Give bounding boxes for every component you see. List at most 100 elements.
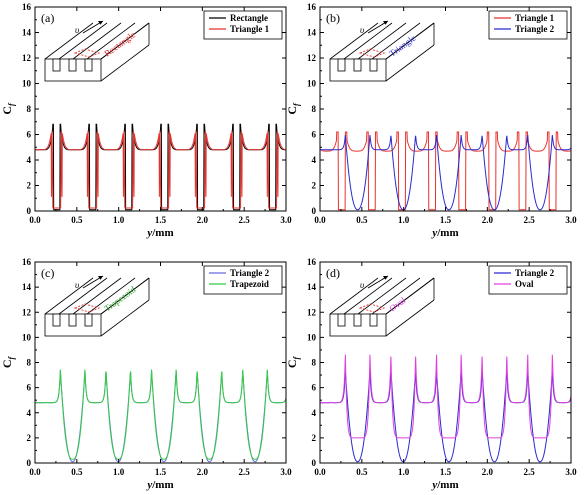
y-tick-label: 4 xyxy=(27,408,32,418)
x-tick-label: 3.0 xyxy=(280,215,292,225)
y-tick-label: 2 xyxy=(27,433,32,443)
flow-arrow-label: υ xyxy=(360,25,364,35)
plate-edge-line xyxy=(343,22,393,60)
legend-entry-label: Triangle 2 xyxy=(515,24,555,34)
panel-label: (a) xyxy=(41,11,54,25)
plate-edge-line xyxy=(58,22,108,60)
x-tick-label: 1.5 xyxy=(440,215,452,225)
x-axis-label: y/mm xyxy=(145,227,173,239)
y-tick-label: 8 xyxy=(312,104,317,114)
x-tick-label: 3.0 xyxy=(565,215,577,225)
chart-panel: 0.0 0.5 1.0 1.5 2.0 2.5 3.0 0 2 4 6 8 10 12 14 16 y/mm Cf… xyxy=(285,257,577,491)
panels-group: 0.0 0.5 1.0 1.5 2.0 2.5 3.0 0 2 4 6 8 10 12 14 16 y/mm Cf… xyxy=(0,2,577,491)
legend-entry-label: Oval xyxy=(515,279,534,289)
x-axis-label: y/mm xyxy=(145,479,173,491)
inset-shape-label: Oval xyxy=(387,295,407,314)
plate-edge-line xyxy=(385,299,435,337)
y-axis-label: Cf xyxy=(0,356,16,369)
groove-profile xyxy=(52,313,61,327)
y-axis-label: Cf xyxy=(285,102,301,115)
y-tick-label: 6 xyxy=(312,383,317,393)
y-tick-label: 10 xyxy=(22,332,32,342)
cross-section-marker xyxy=(73,303,101,313)
x-tick-label: 2.0 xyxy=(482,215,494,225)
legend-entry-label: Triangle 1 xyxy=(230,24,270,34)
x-tick-label: 1.5 xyxy=(155,467,167,477)
y-tick-label: 6 xyxy=(27,383,32,393)
x-tick-label: 2.0 xyxy=(197,467,209,477)
cross-section-marker xyxy=(358,303,386,313)
groove-profile xyxy=(68,313,77,327)
x-tick-label: 0.5 xyxy=(71,215,83,225)
x-tick-label: 1.0 xyxy=(398,215,410,225)
legend-box xyxy=(488,10,568,40)
x-tick-label: 0.5 xyxy=(356,215,368,225)
plate-edge-line xyxy=(371,22,421,60)
y-tick-label: 8 xyxy=(312,358,317,368)
y-axis-label: Cf xyxy=(0,102,16,115)
inset-sketch: υ Rectangle xyxy=(44,20,150,82)
y-tick-label: 10 xyxy=(22,79,32,89)
cross-section-marker xyxy=(358,48,386,58)
groove-profile xyxy=(68,58,77,72)
cross-section-marker xyxy=(73,48,101,58)
chart-panel: 0.0 0.5 1.0 1.5 2.0 2.5 3.0 0 2 4 6 8 10 12 14 16 y/mm Cf… xyxy=(0,2,292,239)
inset-sketch: υ Trapezoid xyxy=(44,275,150,337)
flow-arrow-label: υ xyxy=(75,280,79,290)
y-tick-label: 8 xyxy=(27,358,32,368)
series-line xyxy=(320,370,571,463)
groove-profile xyxy=(84,58,93,72)
plate-edge-line xyxy=(357,22,407,60)
x-tick-label: 1.0 xyxy=(113,215,125,225)
plate-edge-line xyxy=(385,44,435,82)
x-axis-label: y/mm xyxy=(430,479,458,491)
legend-box xyxy=(203,10,283,40)
x-tick-label: 0.0 xyxy=(29,467,41,477)
legend-box xyxy=(203,265,283,295)
y-tick-label: 4 xyxy=(27,155,32,165)
flow-arrow-label: υ xyxy=(360,280,364,290)
x-tick-label: 2.5 xyxy=(239,467,251,477)
plate-edge-line xyxy=(72,277,122,315)
y-tick-label: 16 xyxy=(22,257,32,267)
plate-edge-line xyxy=(72,22,122,60)
plate-edge-line xyxy=(44,22,94,60)
inset-sketch: υ Oval xyxy=(329,275,435,337)
legend-entry-label: Triangle 1 xyxy=(515,13,555,23)
x-tick-label: 3.0 xyxy=(565,467,577,477)
y-tick-label: 14 xyxy=(307,28,317,38)
x-tick-label: 0.0 xyxy=(29,215,41,225)
chart-panel: 0.0 0.5 1.0 1.5 2.0 2.5 3.0 0 2 4 6 8 10 12 14 16 y/mm Cf… xyxy=(0,257,292,491)
plate-edge-line xyxy=(100,22,150,60)
y-tick-label: 2 xyxy=(312,181,317,191)
groove-profile xyxy=(84,313,93,327)
groove-profile xyxy=(369,58,378,72)
plate-edge-line xyxy=(385,277,435,315)
groove-profile xyxy=(353,313,362,327)
x-tick-label: 1.5 xyxy=(155,215,167,225)
series-line xyxy=(35,130,286,209)
legend-entry-label: Trapezoid xyxy=(230,279,269,289)
y-tick-label: 16 xyxy=(307,2,317,12)
plate-edge-line xyxy=(100,277,150,315)
legend-entry-label: Rectangle xyxy=(230,13,268,23)
y-tick-label: 14 xyxy=(22,282,32,292)
y-tick-label: 16 xyxy=(307,257,317,267)
panel-label: (c) xyxy=(41,266,54,280)
flow-arrow-label: υ xyxy=(75,25,79,35)
groove-profile xyxy=(337,313,346,327)
groove-profile xyxy=(52,58,61,72)
y-tick-label: 0 xyxy=(27,458,32,468)
y-tick-label: 4 xyxy=(312,155,317,165)
flow-arrow-head xyxy=(98,276,103,280)
y-tick-label: 0 xyxy=(312,458,317,468)
x-tick-label: 0.0 xyxy=(314,215,326,225)
groove-profile xyxy=(337,58,346,72)
x-tick-label: 0.0 xyxy=(314,467,326,477)
series-line xyxy=(35,370,286,463)
y-tick-label: 10 xyxy=(307,332,317,342)
